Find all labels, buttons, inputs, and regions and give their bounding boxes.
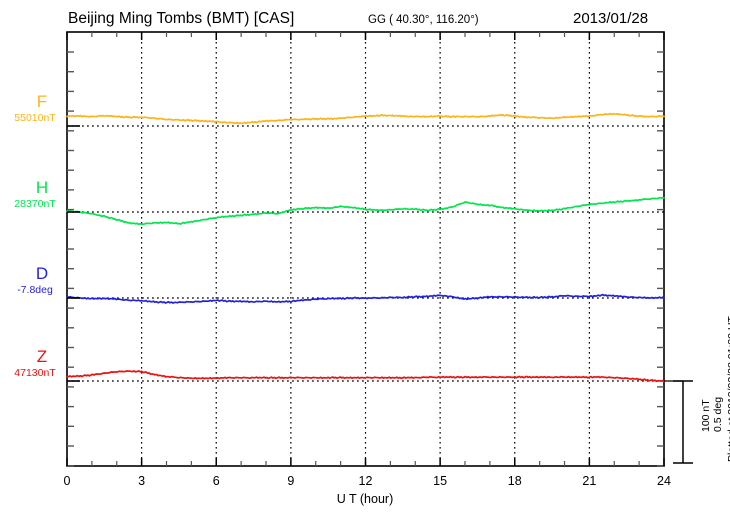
geographic-coordinates: GG ( 40.30°, 116.20°) (368, 14, 479, 26)
x-tick-label-0: 0 (63, 474, 71, 488)
page-title: Beijing Ming Tombs (BMT) [CAS] (68, 10, 295, 27)
x-axis-title: U T (hour) (336, 492, 394, 506)
observation-date: 2013/01/28 (573, 10, 649, 27)
x-tick-label-6: 6 (212, 474, 220, 488)
data-traces (66, 112, 665, 383)
scalebar-deg-label: 0.5 deg (712, 396, 724, 432)
component-baseline-f: 55010nT (14, 112, 56, 124)
component-letter-d: D (35, 264, 49, 283)
x-tick-label-12: 12 (358, 474, 373, 488)
component-letter-z: Z (36, 347, 48, 366)
scale-bar (664, 380, 693, 464)
scalebar-nt-label: 100 nT (700, 399, 712, 432)
plotted-timestamp: Plotted at 2013/02/28 01:30 UT (726, 316, 730, 462)
x-tick-label-21: 21 (582, 474, 597, 488)
component-letter-f: F (36, 92, 48, 111)
grid-lines (141, 32, 590, 466)
component-letter-h: H (35, 178, 49, 197)
component-baseline-h: 28370nT (14, 198, 56, 210)
axis-ticks (66, 32, 665, 467)
x-tick-label-15: 15 (433, 474, 448, 488)
x-tick-label-18: 18 (507, 474, 522, 488)
component-baseline-z: 47130nT (14, 367, 56, 379)
x-tick-label-9: 9 (287, 474, 295, 488)
component-baseline-d: -7.8deg (17, 284, 53, 296)
x-tick-label-24: 24 (657, 474, 671, 488)
x-tick-label-3: 3 (138, 474, 146, 488)
